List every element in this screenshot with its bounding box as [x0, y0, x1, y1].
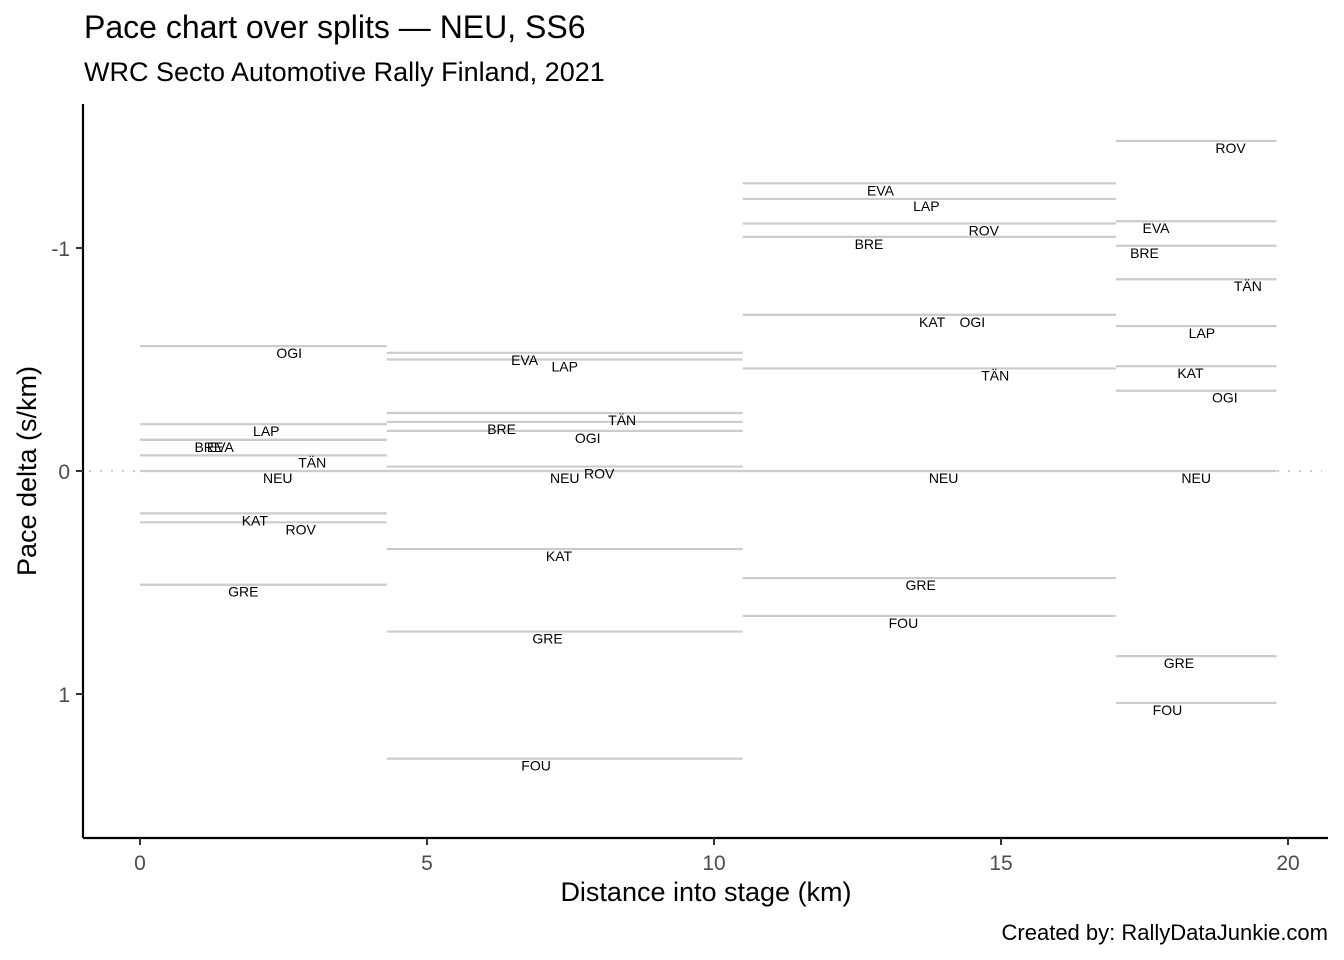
- driver-label-neu-split-3: NEU: [929, 470, 959, 486]
- y-tick-label-neg1: -1: [51, 238, 70, 261]
- driver-label-lap-split-4: LAP: [1189, 325, 1215, 341]
- driver-label-ogi-split-2: OGI: [575, 430, 601, 446]
- driver-label-gre-split-1: GRE: [228, 584, 258, 600]
- driver-label-tän-split-2: TÄN: [608, 412, 636, 428]
- driver-label-gre-split-3: GRE: [905, 577, 935, 593]
- driver-label-eva-split-1: EVA: [207, 439, 235, 455]
- y-tick-label-0: 0: [58, 461, 70, 484]
- driver-label-tän-split-1: TÄN: [298, 454, 326, 470]
- driver-label-bre-split-2: BRE: [487, 421, 516, 437]
- axes-layer: 0 5 10 15 20 -1 0 1: [51, 104, 1328, 875]
- driver-label-kat-split-4: KAT: [1177, 365, 1204, 381]
- chart-caption: Created by: RallyDataJunkie.com: [1001, 920, 1328, 945]
- x-tick-label-20: 20: [1276, 852, 1299, 875]
- x-axis-title: Distance into stage (km): [560, 877, 851, 907]
- driver-label-fou-split-4: FOU: [1153, 702, 1183, 718]
- driver-label-lap-split-3: LAP: [913, 198, 939, 214]
- y-tick-label-1: 1: [58, 684, 70, 707]
- driver-label-eva-split-4: EVA: [1142, 220, 1170, 236]
- chart-subtitle: WRC Secto Automotive Rally Finland, 2021: [84, 57, 605, 87]
- driver-label-eva-split-3: EVA: [867, 182, 895, 198]
- driver-label-bre-split-3: BRE: [855, 236, 884, 252]
- segments-layer: [140, 139, 1277, 760]
- driver-label-rov-split-3: ROV: [969, 222, 1000, 238]
- driver-label-gre-split-4: GRE: [1164, 655, 1194, 671]
- driver-label-neu-split-2: NEU: [550, 470, 580, 486]
- driver-label-kat-split-1: KAT: [242, 512, 269, 528]
- driver-label-lap-split-2: LAP: [552, 359, 578, 375]
- driver-label-ogi-split-3: OGI: [959, 314, 985, 330]
- driver-label-rov-split-2: ROV: [584, 466, 615, 482]
- driver-label-tän-split-3: TÄN: [981, 367, 1009, 383]
- driver-label-lap-split-1: LAP: [253, 423, 279, 439]
- driver-label-rov-split-1: ROV: [286, 521, 317, 537]
- y-axis-title: Pace delta (s/km): [12, 366, 42, 576]
- driver-label-bre-split-4: BRE: [1130, 245, 1159, 261]
- driver-label-neu-split-1: NEU: [263, 470, 293, 486]
- driver-label-fou-split-3: FOU: [889, 615, 919, 631]
- driver-label-ogi-split-1: OGI: [276, 345, 302, 361]
- driver-label-fou-split-2: FOU: [521, 758, 551, 774]
- driver-label-ogi-split-4: OGI: [1212, 390, 1238, 406]
- driver-label-tän-split-4: TÄN: [1234, 278, 1262, 294]
- x-tick-label-0: 0: [134, 852, 146, 875]
- driver-label-neu-split-4: NEU: [1181, 470, 1211, 486]
- x-tick-label-5: 5: [421, 852, 433, 875]
- chart-title: Pace chart over splits — NEU, SS6: [84, 9, 586, 45]
- driver-label-eva-split-2: EVA: [511, 352, 539, 368]
- driver-label-kat-split-2: KAT: [546, 548, 573, 564]
- driver-label-rov-split-4: ROV: [1215, 140, 1246, 156]
- driver-label-bre-split-1: BRE: [194, 439, 223, 455]
- x-tick-label-15: 15: [989, 852, 1012, 875]
- driver-label-gre-split-2: GRE: [532, 631, 562, 647]
- x-tick-label-10: 10: [702, 852, 725, 875]
- driver-label-kat-split-3: KAT: [919, 314, 946, 330]
